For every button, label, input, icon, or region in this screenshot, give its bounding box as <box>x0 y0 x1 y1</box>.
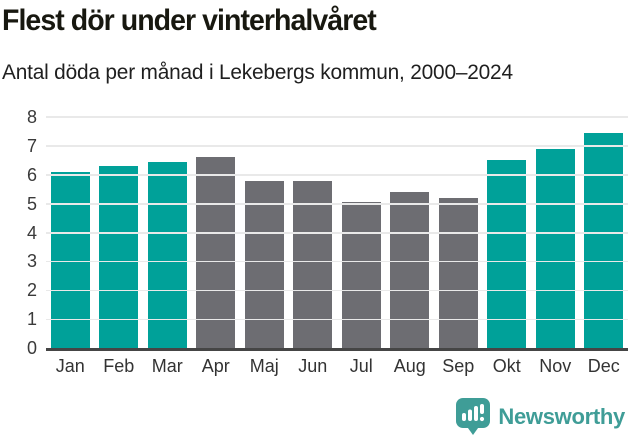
x-axis-labels: Jan Feb Mar Apr Maj Jun Jul Aug Sep Okt Nov Dec <box>46 356 628 377</box>
x-tick-label-dec: Dec <box>587 356 620 376</box>
bar-mar <box>147 161 187 348</box>
page-title: Flest dör under vinterhalvåret <box>2 4 377 37</box>
bar-slot <box>386 117 435 348</box>
gridline <box>46 318 628 321</box>
bar-feb <box>99 166 139 348</box>
gridline <box>46 203 628 205</box>
x-tick-label-nov: Nov <box>539 356 572 376</box>
y-tick-label: 0 <box>26 338 37 358</box>
bar-slot <box>483 117 532 348</box>
bar-slot <box>434 117 483 348</box>
bar-apr <box>196 157 236 348</box>
y-tick-label: 2 <box>26 280 37 301</box>
x-tick-label-jun: Jun <box>298 356 328 376</box>
page-subtitle: Antal döda per månad i Lekebergs kommun,… <box>2 60 513 84</box>
x-tick-label-mar: Mar <box>151 356 183 376</box>
bar-aug <box>390 192 430 348</box>
gridline <box>46 260 628 263</box>
y-tick-label: 3 <box>26 251 37 272</box>
bar-nov <box>535 148 575 348</box>
bar-jul <box>341 202 381 348</box>
y-tick-label: 4 <box>26 222 37 243</box>
bar-slot <box>531 117 580 348</box>
x-tick-label-jul: Jul <box>349 356 373 376</box>
brand-logo: Newsworthy <box>456 398 625 436</box>
bar-slot <box>95 117 144 348</box>
bar-sep <box>438 197 478 348</box>
gridline <box>46 145 628 147</box>
bar-slot <box>192 117 241 348</box>
bar-jun <box>293 180 333 348</box>
gridline <box>46 174 628 176</box>
x-tick-label-jan: Jan <box>55 356 85 376</box>
brand-name: Newsworthy <box>498 404 625 429</box>
y-tick-label: 5 <box>26 193 37 214</box>
x-tick-label-aug: Aug <box>393 356 426 376</box>
x-tick-label-sep: Sep <box>442 356 475 376</box>
gridline <box>46 289 628 292</box>
y-axis-labels: 0 1 2 3 4 5 6 7 8 <box>0 107 37 358</box>
x-tick-label-okt: Okt <box>492 356 521 376</box>
y-tick-label: 8 <box>26 107 37 127</box>
gridline <box>46 231 628 234</box>
plot-area <box>46 116 629 351</box>
y-tick-label: 1 <box>26 309 37 330</box>
newsworthy-speech-bubble-bar-chart-icon <box>456 398 491 435</box>
bar-slot <box>337 117 386 348</box>
x-tick-label-feb: Feb <box>103 356 135 376</box>
x-tick-label-apr: Apr <box>201 356 230 376</box>
x-tick-label-maj: Maj <box>249 356 279 376</box>
bar-slot <box>143 117 192 348</box>
bar-dec <box>584 132 624 348</box>
bar-okt <box>487 160 527 348</box>
bar-slot <box>580 117 629 348</box>
bar-maj <box>244 180 284 348</box>
y-tick-label: 6 <box>26 164 37 185</box>
y-tick-label: 7 <box>26 135 37 156</box>
gridline <box>46 116 628 118</box>
